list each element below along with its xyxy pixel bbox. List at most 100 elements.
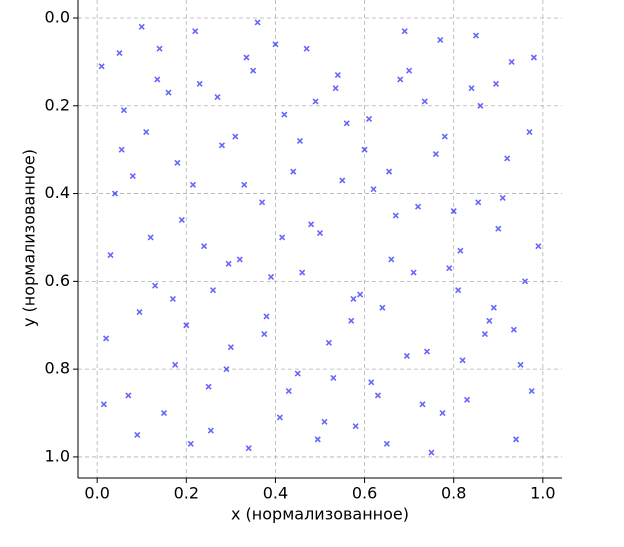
y-tick-label: 0.8	[45, 359, 70, 378]
point	[374, 392, 382, 399]
point	[441, 133, 448, 140]
x-axis-label: x (нормализованное)	[231, 505, 409, 524]
point	[218, 142, 226, 149]
point	[348, 317, 355, 324]
point	[388, 256, 395, 263]
point	[276, 414, 283, 421]
point	[207, 427, 214, 434]
point	[98, 63, 105, 70]
point	[508, 58, 515, 65]
point	[178, 216, 185, 223]
point	[134, 431, 141, 439]
point	[459, 357, 466, 364]
point	[450, 208, 457, 215]
point	[401, 28, 408, 35]
point	[510, 326, 517, 333]
point	[258, 199, 266, 206]
point	[492, 80, 500, 87]
point	[107, 251, 114, 259]
point	[316, 230, 324, 237]
point	[236, 256, 243, 263]
point	[410, 269, 417, 276]
point	[294, 370, 301, 377]
y-tick-label: 0.2	[45, 95, 70, 114]
point	[406, 67, 413, 74]
point	[504, 155, 511, 162]
point	[272, 41, 279, 48]
point	[136, 309, 143, 316]
x-tick-label: 0.0	[84, 484, 109, 503]
point	[528, 388, 535, 395]
point	[156, 45, 163, 52]
point	[350, 295, 357, 302]
point	[279, 234, 286, 241]
point	[386, 168, 393, 175]
point	[383, 440, 390, 447]
point	[183, 322, 190, 329]
point	[152, 282, 159, 289]
y-tick-label: 0.6	[45, 271, 70, 290]
point	[439, 409, 446, 417]
x-tick-label: 0.4	[263, 484, 288, 503]
point	[499, 194, 506, 202]
point	[100, 401, 107, 408]
point	[495, 225, 502, 232]
point	[446, 265, 453, 272]
point	[423, 348, 431, 355]
point	[464, 396, 471, 403]
point	[521, 278, 529, 285]
point	[172, 361, 179, 368]
point	[111, 190, 119, 197]
point	[325, 339, 332, 346]
point	[303, 45, 310, 52]
point	[192, 28, 199, 35]
point	[165, 89, 172, 96]
point	[490, 304, 497, 311]
point	[392, 212, 399, 219]
point	[481, 330, 488, 338]
point	[361, 146, 368, 153]
y-tick-label: 0.4	[45, 183, 70, 202]
point	[414, 203, 422, 210]
point	[314, 436, 321, 443]
point	[419, 401, 426, 408]
point	[365, 115, 373, 123]
point	[397, 76, 404, 83]
point	[125, 392, 132, 399]
point	[120, 107, 127, 114]
point	[169, 295, 176, 302]
point	[403, 352, 410, 360]
point	[205, 383, 212, 390]
point	[437, 36, 444, 44]
y-tick-label: 0.0	[45, 7, 70, 26]
point	[517, 361, 524, 368]
point	[421, 98, 428, 105]
point	[535, 243, 542, 250]
point	[530, 54, 537, 61]
point	[116, 50, 123, 57]
point	[261, 330, 268, 338]
point	[143, 129, 150, 136]
point	[296, 137, 304, 144]
point	[103, 335, 110, 342]
point	[343, 120, 350, 127]
x-tick-label: 1.0	[530, 484, 555, 503]
point	[187, 440, 194, 447]
point	[147, 234, 154, 241]
point	[472, 32, 480, 39]
point	[513, 436, 520, 443]
point	[241, 181, 248, 188]
point	[232, 133, 239, 140]
point	[332, 85, 339, 92]
point	[189, 181, 197, 188]
point	[281, 111, 288, 118]
point	[129, 172, 136, 180]
point	[223, 366, 230, 373]
point	[339, 177, 346, 184]
point	[468, 85, 475, 92]
point	[526, 129, 533, 136]
point	[138, 23, 145, 30]
point	[330, 374, 337, 381]
